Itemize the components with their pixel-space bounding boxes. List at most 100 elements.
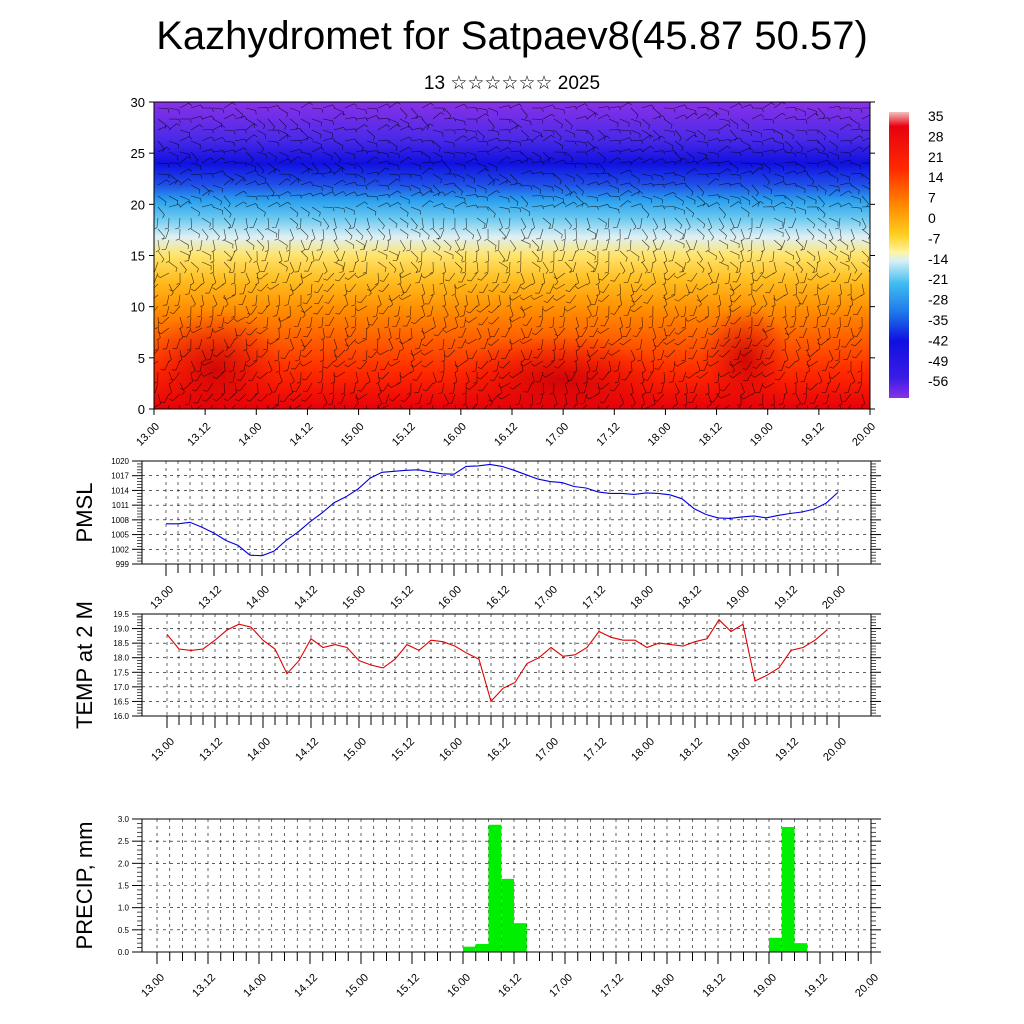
wind-barb [631,294,643,303]
wind-barb [499,360,511,369]
wind-barb [498,140,511,145]
wind-barb [542,129,555,135]
wind-barb [201,204,215,208]
wind-barb [717,393,731,399]
wind-barb [245,349,251,363]
wind-barb [171,360,181,371]
wind-barb [377,117,390,123]
wind-barb [229,261,236,274]
wind-barb [383,239,390,252]
wind-barb [531,250,540,263]
wind-barb [707,151,719,158]
wind-barb [289,149,303,153]
heatmap-ytick-label: 20 [131,197,145,212]
wind-barb [687,272,698,282]
wind-barb [733,217,742,228]
wind-barb [278,129,289,139]
wind-barb [168,203,182,208]
wind-barb [461,393,467,406]
wind-barb [835,217,841,230]
wind-barb [537,250,544,263]
wind-barb [454,173,465,183]
wind-barb [663,129,675,136]
wind-barb [441,349,446,363]
wind-barb [212,107,225,114]
wind-barb [784,349,789,363]
wind-barb [806,148,820,153]
wind-barb [320,228,325,241]
wind-barb [839,173,850,182]
wind-barb [652,250,657,264]
wind-barb [572,217,577,230]
wind-barb [696,195,706,207]
wind-barb [399,206,409,217]
ytick-label: 18.0 [113,654,129,663]
heatmap-ytick-label: 25 [131,146,145,161]
ytick-label: 19.5 [113,610,129,619]
wind-barb [245,169,259,175]
wind-barb [520,294,533,301]
heatmap-ytick-label: 30 [131,95,145,110]
wind-barb [586,305,592,319]
wind-barb [490,327,500,338]
wind-barb [715,305,720,318]
wind-barb [271,272,280,283]
wind-barb [443,151,456,158]
wind-barb [190,151,198,164]
wind-barb [595,272,600,286]
wind-barb [619,190,632,197]
wind-barb [247,371,258,381]
wind-barb [421,228,430,240]
wind-barb [388,118,399,127]
wind-barb [773,140,785,149]
wind-barb [762,162,771,174]
wind-barb [688,393,698,404]
wind-barb [520,195,529,208]
wind-barb [674,272,687,279]
wind-barb [157,393,162,407]
wind-barb [663,150,677,155]
wind-barb [454,128,468,133]
wind-barb [619,161,633,166]
wind-barb [674,217,683,229]
wind-barb [553,129,562,141]
wind-barb [711,338,720,349]
wind-barb [245,404,247,409]
wind-barb [157,173,170,179]
wind-barb [806,113,819,120]
wind-barb [225,338,236,348]
wind-barb [549,261,555,274]
wind-barb [154,305,159,312]
wind-barb [852,327,863,337]
wind-barb [154,294,159,299]
wind-barb [799,316,808,327]
wind-barb [586,146,599,153]
wind-barb [700,360,709,371]
wind-barb [821,305,830,316]
wind-barb [589,338,599,349]
wind-barb [351,305,357,318]
wind-barb [542,305,555,312]
wind-barb [619,169,633,175]
wind-barb [777,360,786,371]
wind-barb [773,148,787,153]
wind-barb [465,404,469,409]
wind-barb [212,136,226,142]
wind-barb [719,382,731,392]
yaxis-label: PRECIP, mm [72,822,97,950]
wind-barb [597,172,610,177]
wind-barb [355,184,368,190]
wind-barb [828,140,838,151]
wind-barb [421,118,430,131]
ytick-label: 16.5 [113,697,129,706]
wind-barb [663,107,676,113]
wind-barb [415,261,423,273]
wind-barb [498,250,506,263]
wind-barb [668,250,676,262]
wind-barb [377,202,391,208]
wind-barb [729,283,735,297]
wind-barb [729,173,742,180]
wind-barb [795,184,806,194]
wind-barb [674,157,687,164]
wind-barb [586,250,596,261]
